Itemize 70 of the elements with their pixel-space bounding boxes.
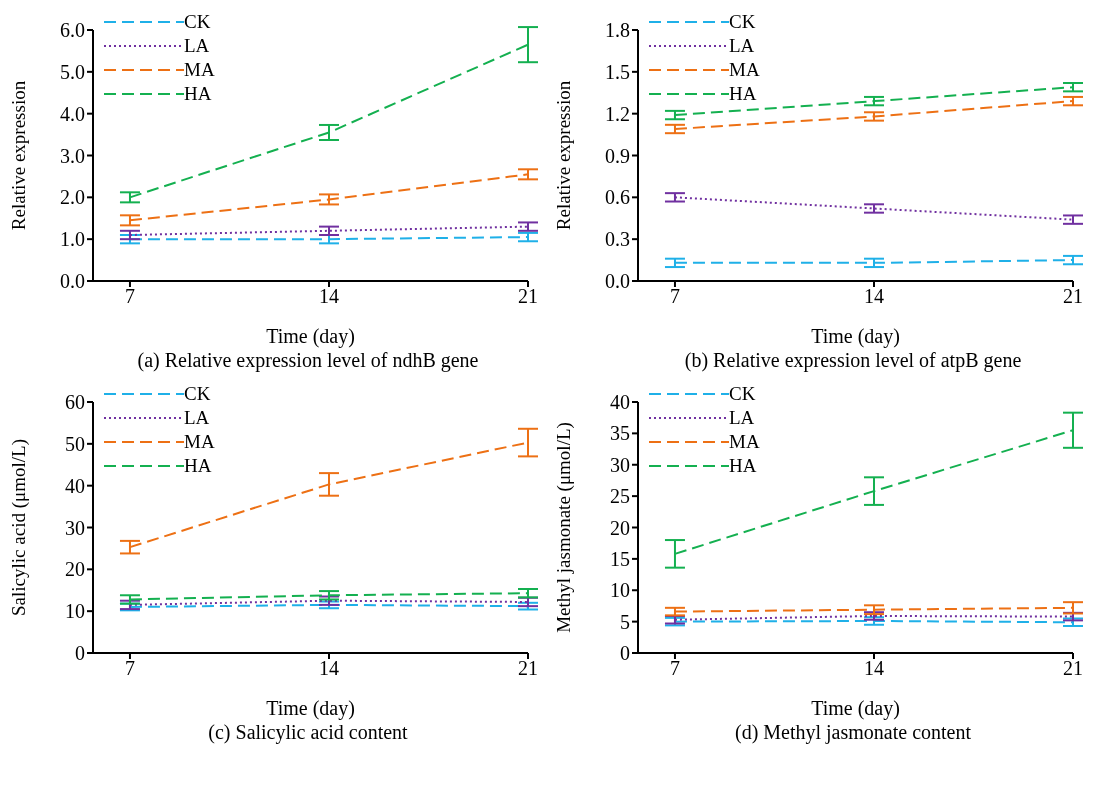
- y-tick-label: 15: [610, 547, 630, 570]
- x-axis-title: Time (day): [811, 325, 900, 348]
- legend-label: CK: [184, 383, 211, 405]
- x-axis-title: Time (day): [811, 697, 900, 720]
- y-tick-label: 30: [65, 516, 85, 539]
- x-tick-label: 21: [518, 657, 538, 680]
- y-axis-title: Relative expression: [7, 80, 29, 231]
- x-tick-label: 14: [318, 657, 339, 680]
- y-tick-label: 20: [65, 558, 85, 581]
- y-tick-label: 1.5: [605, 60, 630, 83]
- legend-label: MA: [729, 431, 760, 453]
- y-tick-label: 40: [65, 474, 85, 497]
- x-tick-label: 7: [669, 657, 680, 680]
- x-tick-label: 21: [1063, 657, 1083, 680]
- y-tick-label: 0.9: [605, 144, 630, 167]
- legend-label: MA: [729, 59, 760, 81]
- y-tick-label: 35: [610, 422, 630, 445]
- x-tick-label: 21: [1063, 285, 1083, 308]
- legend-label: LA: [729, 407, 755, 429]
- y-tick-label: 5.0: [60, 60, 85, 83]
- y-axis-title: Salicylic acid (μmol/L): [7, 439, 30, 616]
- x-tick-label: 7: [669, 285, 680, 308]
- y-tick-label: 1.2: [605, 102, 630, 125]
- legend-label: CK: [184, 11, 211, 33]
- y-tick-label: 40: [610, 391, 630, 414]
- text: (c) Salicylic acid content: [207, 721, 409, 744]
- y-axis-title: Methyl jasmonate (μmol/L): [552, 422, 575, 633]
- y-tick-label: 0.6: [605, 186, 630, 209]
- text: (a) Relative expression level of ndhB gene: [136, 349, 480, 372]
- y-tick-label: 6.0: [60, 19, 85, 42]
- y-tick-label: 30: [610, 453, 630, 476]
- y-tick-label: 0.0: [605, 270, 630, 293]
- legend-label: MA: [184, 59, 215, 81]
- x-tick-label: 14: [863, 657, 884, 680]
- legend-label: HA: [729, 455, 757, 477]
- y-tick-label: 0: [75, 642, 85, 665]
- y-tick-label: 0.3: [605, 228, 630, 251]
- text: (b) Relative expression level of atpB gene: [683, 349, 1023, 372]
- text: (d) Methyl jasmonate content: [733, 721, 972, 744]
- legend-label: HA: [729, 83, 757, 105]
- y-tick-label: 5: [620, 610, 630, 633]
- x-tick-label: 7: [124, 285, 135, 308]
- x-tick-label: 21: [518, 285, 538, 308]
- legend-label: LA: [729, 35, 755, 57]
- y-axis-title: Relative expression: [552, 80, 574, 231]
- y-tick-label: 10: [65, 600, 85, 623]
- x-tick-label: 7: [124, 657, 135, 680]
- y-tick-label: 1.8: [605, 19, 630, 42]
- legend-label: LA: [184, 407, 210, 429]
- legend-label: CK: [729, 11, 756, 33]
- y-tick-label: 60: [65, 391, 85, 414]
- y-tick-label: 50: [65, 432, 85, 455]
- x-tick-label: 14: [863, 285, 884, 308]
- y-tick-label: 10: [610, 579, 630, 602]
- y-tick-label: 20: [610, 516, 630, 539]
- y-tick-label: 4.0: [60, 102, 85, 125]
- x-tick-label: 14: [318, 285, 339, 308]
- x-axis-title: Time (day): [266, 325, 355, 348]
- y-tick-label: 0.0: [60, 270, 85, 293]
- legend-label: HA: [184, 455, 212, 477]
- y-tick-label: 2.0: [60, 186, 85, 209]
- legend-label: HA: [184, 83, 212, 105]
- y-tick-label: 25: [610, 485, 630, 508]
- y-tick-label: 0: [620, 642, 630, 665]
- x-axis-title: Time (day): [266, 697, 355, 720]
- y-tick-label: 3.0: [60, 144, 85, 167]
- legend-label: LA: [184, 35, 210, 57]
- legend-label: CK: [729, 383, 756, 405]
- y-tick-label: 1.0: [60, 228, 85, 251]
- legend-label: MA: [184, 431, 215, 453]
